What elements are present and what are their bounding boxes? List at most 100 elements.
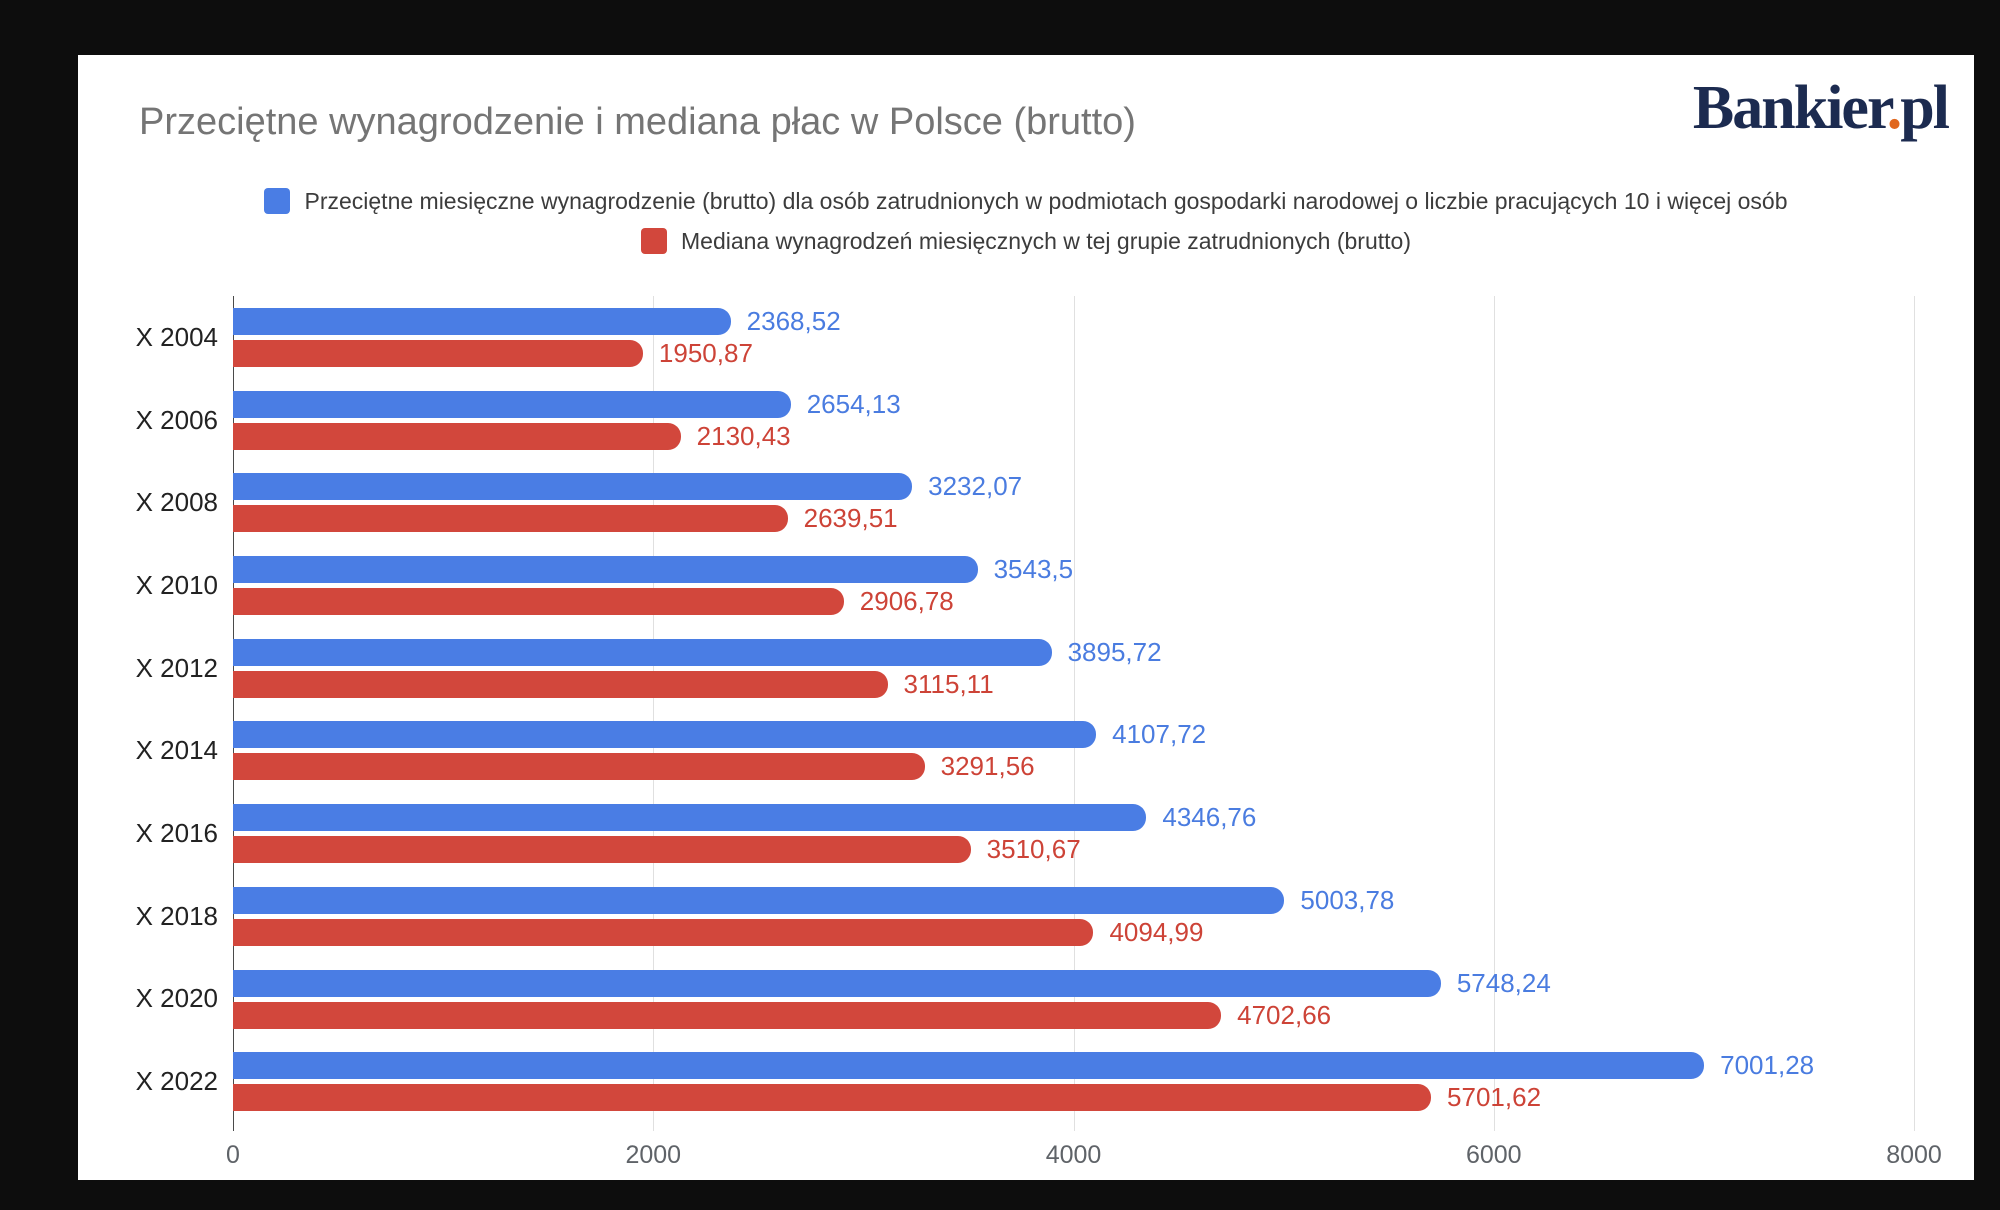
chart-row: 7001,28 5701,62 — [233, 1040, 1914, 1123]
gridline — [1073, 296, 1075, 1131]
bar-median — [233, 918, 1094, 946]
x-tick-label: 8000 — [1886, 1141, 1942, 1169]
bar-group-line: 2906,78 — [233, 586, 1914, 617]
value-label-average: 3232,07 — [928, 471, 1023, 502]
bar-average — [233, 886, 1285, 914]
bar-group-line: 5748,24 — [233, 967, 1914, 998]
value-label-median: 3510,67 — [986, 834, 1081, 865]
chart-title: Przeciętne wynagrodzenie i mediana płac … — [139, 101, 1136, 143]
value-label-average: 7001,28 — [1720, 1050, 1815, 1081]
bar-median — [233, 670, 888, 698]
bar-average — [233, 556, 978, 584]
gridline — [1914, 296, 1915, 1131]
value-label-average: 3895,72 — [1067, 636, 1162, 667]
chart-card: Przeciętne wynagrodzenie i mediana płac … — [78, 55, 1974, 1180]
category-axis: X 2004 X 2006 X 2008 X 2010 X 2012 X 2014 X 20… — [78, 296, 218, 1123]
chart-row: 3895,72 3115,11 — [233, 627, 1914, 710]
value-label-average: 4346,76 — [1162, 802, 1257, 833]
bar-group-line: 3232,07 — [233, 471, 1914, 502]
gridline — [653, 296, 655, 1131]
chart-row: 4346,76 3510,67 — [233, 792, 1914, 875]
value-label-average: 2368,52 — [746, 306, 841, 336]
legend-swatch-average — [264, 188, 291, 214]
bar-group-line: 3115,11 — [233, 668, 1914, 699]
bar-median — [233, 753, 925, 781]
value-label-median: 1950,87 — [658, 338, 753, 368]
legend-item-median: Mediana wynagrodzeń miesięcznych w tej g… — [78, 221, 1974, 261]
chart-row: 5003,78 4094,99 — [233, 875, 1914, 958]
chart-row: 2368,52 1950,87 — [233, 296, 1914, 379]
bar-median — [233, 340, 643, 367]
logo-text-main: Bankier — [1692, 74, 1889, 142]
bar-average — [233, 721, 1097, 749]
bar-median — [233, 588, 844, 616]
category-label: X 2010 — [135, 569, 218, 600]
bar-group-line: 4094,99 — [233, 917, 1914, 947]
bar-median — [233, 836, 971, 864]
x-tick-label: 6000 — [1465, 1141, 1522, 1169]
value-label-average: 5003,78 — [1300, 884, 1395, 915]
gridline — [1493, 296, 1495, 1131]
category-label: X 2018 — [135, 900, 218, 931]
x-axis: 0 2000 4000 6000 8000 — [226, 1141, 1942, 1175]
category-label: X 2008 — [135, 487, 218, 518]
bar-median — [233, 1084, 1432, 1112]
value-label-median: 5701,62 — [1447, 1082, 1542, 1113]
legend-label-median: Mediana wynagrodzeń miesięcznych w tej g… — [681, 227, 1411, 254]
value-label-median: 2906,78 — [859, 586, 954, 617]
bar-group-line: 3895,72 — [233, 636, 1914, 667]
bar-group-line: 4346,76 — [233, 802, 1914, 833]
value-label-median: 3115,11 — [903, 668, 994, 699]
value-label-median: 2639,51 — [803, 503, 898, 534]
bar-group-line: 2130,43 — [233, 420, 1914, 451]
bar-group-line: 7001,28 — [233, 1050, 1914, 1081]
category-label: X 2004 — [135, 321, 218, 352]
bar-group-line: 2639,51 — [233, 503, 1914, 534]
value-label-median: 3291,56 — [940, 751, 1035, 782]
legend-label-average: Przeciętne miesięczne wynagrodzenie (bru… — [304, 187, 1788, 214]
logo-text-suffix: pl — [1900, 74, 1950, 142]
logo-dot: . — [1886, 74, 1902, 142]
bar-average — [233, 1052, 1705, 1080]
chart-row: 2654,13 2130,43 — [233, 379, 1914, 462]
category-label: X 2022 — [135, 1066, 218, 1097]
bar-average — [233, 804, 1147, 832]
bar-group-line: 3510,67 — [233, 834, 1914, 865]
bar-median — [233, 1001, 1222, 1029]
bar-average — [233, 473, 913, 501]
chart-row: 5748,24 4702,66 — [233, 958, 1914, 1041]
bar-group-line: 5701,62 — [233, 1082, 1914, 1113]
bar-group-line: 3291,56 — [233, 751, 1914, 782]
x-tick-label: 0 — [226, 1141, 240, 1169]
bankier-logo: Bankier.pl — [1692, 73, 1950, 144]
category-label: X 2014 — [135, 735, 218, 766]
plot-area: 2368,52 1950,87 2654,13 2130,43 3232,07 2639,… — [233, 296, 1915, 1131]
bar-group-line: 1950,87 — [233, 338, 1914, 368]
category-label: X 2006 — [135, 404, 218, 435]
category-label: X 2016 — [135, 817, 218, 848]
value-label-average: 2654,13 — [806, 388, 901, 419]
value-label-average: 4107,72 — [1112, 719, 1207, 750]
bar-average — [233, 390, 791, 418]
bar-median — [233, 505, 788, 533]
bar-group-line: 2368,52 — [233, 306, 1914, 336]
value-label-median: 4702,66 — [1237, 999, 1332, 1030]
bar-group-line: 4702,66 — [233, 999, 1914, 1030]
value-label-average: 3543,5 — [993, 554, 1074, 585]
x-tick-label: 2000 — [625, 1141, 682, 1169]
chart-row: 3543,5 2906,78 — [233, 544, 1914, 627]
chart-legend: Przeciętne miesięczne wynagrodzenie (bru… — [78, 181, 1974, 261]
bar-average — [233, 638, 1052, 666]
chart-row: 4107,72 3291,56 — [233, 709, 1914, 792]
bar-group-line: 5003,78 — [233, 884, 1914, 915]
bar-group-line: 3543,5 — [233, 554, 1914, 585]
bar-group-line: 2654,13 — [233, 388, 1914, 419]
category-label: X 2020 — [135, 983, 218, 1014]
category-label: X 2012 — [135, 652, 218, 683]
value-label-median: 2130,43 — [696, 420, 791, 451]
value-label-average: 5748,24 — [1456, 967, 1551, 998]
bar-group-line: 4107,72 — [233, 719, 1914, 750]
legend-swatch-median — [641, 228, 667, 254]
bar-average — [233, 969, 1441, 997]
legend-item-average: Przeciętne miesięczne wynagrodzenie (bru… — [78, 181, 1974, 221]
